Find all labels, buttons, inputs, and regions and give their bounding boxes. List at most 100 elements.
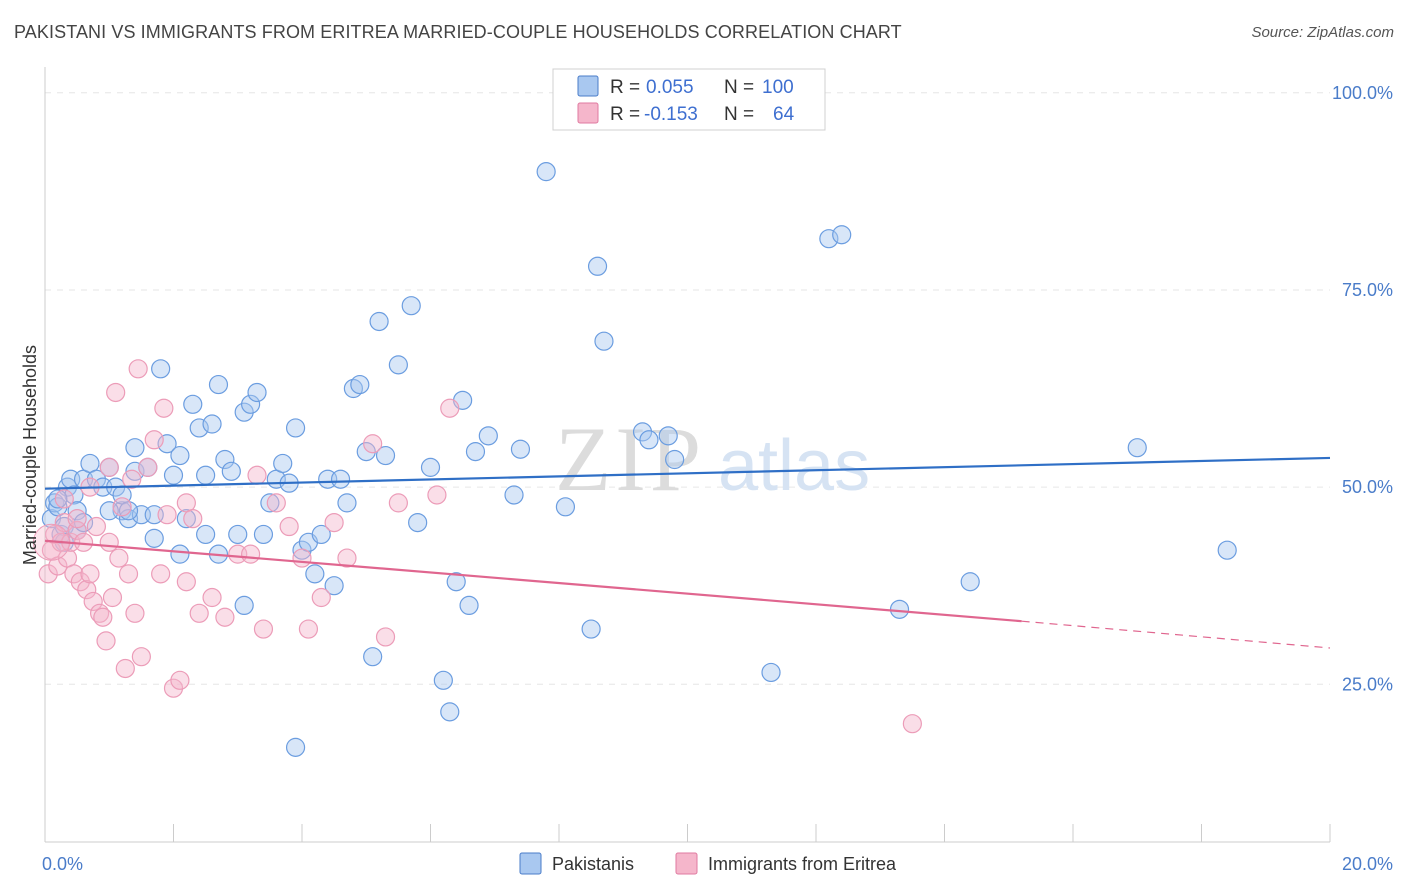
point-eritrea [253, 619, 274, 639]
point-pakistanis [157, 434, 177, 454]
legend-r-value-eritrea: -0.153 [644, 104, 698, 125]
point-pakistanis [388, 355, 408, 375]
point-pakistanis [420, 457, 441, 477]
point-eritrea [311, 587, 331, 608]
point-eritrea [99, 457, 119, 477]
legend-n-value-eritrea: 64 [773, 104, 795, 125]
point-eritrea [83, 591, 103, 612]
y-tick-label: 50.0% [1342, 477, 1393, 497]
point-eritrea [86, 516, 107, 537]
point-eritrea [102, 587, 123, 608]
point-pakistanis [170, 445, 190, 466]
point-pakistanis [292, 540, 312, 560]
point-eritrea [163, 678, 184, 698]
point-pakistanis [1127, 438, 1147, 458]
point-eritrea [144, 430, 164, 450]
point-pakistanis [889, 599, 910, 619]
legend-top: R = 0.055 N = 100 R = -0.153 N = 64 [552, 68, 826, 131]
point-pakistanis [658, 426, 678, 446]
watermark-atlas: atlas [718, 426, 870, 506]
point-pakistanis [305, 564, 325, 584]
point-pakistanis [761, 662, 781, 683]
point-eritrea [99, 532, 119, 552]
point-eritrea [279, 516, 299, 537]
axes [44, 67, 1331, 843]
point-pakistanis [375, 445, 396, 466]
point-pakistanis [253, 524, 274, 545]
point-eritrea [125, 603, 145, 623]
point-pakistanis [594, 331, 614, 351]
point-pakistanis [196, 524, 216, 545]
point-pakistanis [234, 595, 254, 616]
point-eritrea [151, 564, 171, 584]
point-eritrea [80, 564, 100, 584]
point-eritrea [38, 564, 58, 584]
point-pakistanis [285, 418, 306, 438]
point-eritrea [241, 544, 261, 564]
bottom-legend-swatch-eritrea [675, 852, 698, 875]
point-pakistanis [337, 493, 357, 513]
point-pakistanis [478, 426, 498, 446]
trend-line-eritrea-dashed [1021, 620, 1331, 649]
point-pakistanis [170, 544, 190, 564]
point-eritrea [202, 587, 222, 608]
point-eritrea [67, 509, 87, 529]
legend-swatch-pakistanis [577, 75, 599, 97]
point-pakistanis [440, 702, 460, 722]
legend-r-label-pakistanis: R = [610, 77, 640, 98]
legend-n-label-pakistanis: N = [724, 77, 754, 98]
point-eritrea [176, 572, 196, 592]
legend-r-value-pakistanis: 0.055 [646, 77, 694, 98]
point-pakistanis [363, 647, 383, 667]
point-eritrea [337, 548, 357, 568]
point-eritrea [93, 607, 113, 627]
point-pakistanis [285, 737, 306, 757]
point-pakistanis [324, 576, 344, 596]
point-eritrea [266, 493, 286, 513]
point-eritrea [215, 607, 235, 627]
y-axis-label: Married-couple Households [20, 345, 40, 565]
watermark: ZIP atlas [555, 408, 870, 510]
point-eritrea [440, 398, 460, 418]
point-pakistanis [273, 453, 293, 474]
point-eritrea [128, 359, 148, 379]
point-pakistanis [465, 442, 486, 462]
point-pakistanis [581, 619, 601, 639]
point-eritrea [48, 556, 68, 576]
point-eritrea [170, 670, 190, 690]
point-pakistanis [408, 512, 428, 533]
point-pakistanis [183, 394, 203, 414]
point-eritrea [157, 505, 177, 525]
point-eritrea [122, 469, 142, 489]
point-pakistanis [125, 438, 145, 458]
chart-title: PAKISTANI VS IMMIGRANTS FROM ERITREA MAR… [14, 22, 902, 42]
point-eritrea [64, 564, 84, 584]
point-eritrea [298, 619, 319, 639]
data-points [32, 162, 1237, 757]
y-tick-label: 100.0% [1332, 83, 1393, 103]
point-pakistanis [202, 414, 222, 434]
point-pakistanis [67, 501, 87, 521]
point-pakistanis [960, 572, 980, 592]
point-pakistanis [228, 524, 248, 545]
point-pakistanis [215, 449, 235, 470]
point-pakistanis [260, 493, 280, 513]
point-eritrea [109, 548, 129, 568]
point-pakistanis [665, 449, 685, 470]
legend-bottom: Pakistanis Immigrants from Eritrea [519, 852, 897, 875]
source-label: Source: ZipAtlas.com [1251, 24, 1394, 41]
point-eritrea [115, 658, 135, 679]
point-eritrea [375, 627, 396, 647]
point-pakistanis [555, 497, 576, 517]
point-pakistanis [350, 374, 370, 395]
trend-lines [44, 456, 1331, 649]
trend-line-pakistanis [44, 456, 1331, 490]
point-pakistanis [221, 461, 241, 481]
bottom-legend-label-eritrea: Immigrants from Eritrea [708, 854, 897, 874]
y-tick-label: 25.0% [1342, 674, 1393, 694]
point-pakistanis [48, 489, 68, 509]
point-pakistanis [401, 296, 421, 316]
point-eritrea [96, 631, 116, 651]
point-eritrea [131, 647, 151, 667]
legend-n-label-eritrea: N = [724, 104, 754, 125]
